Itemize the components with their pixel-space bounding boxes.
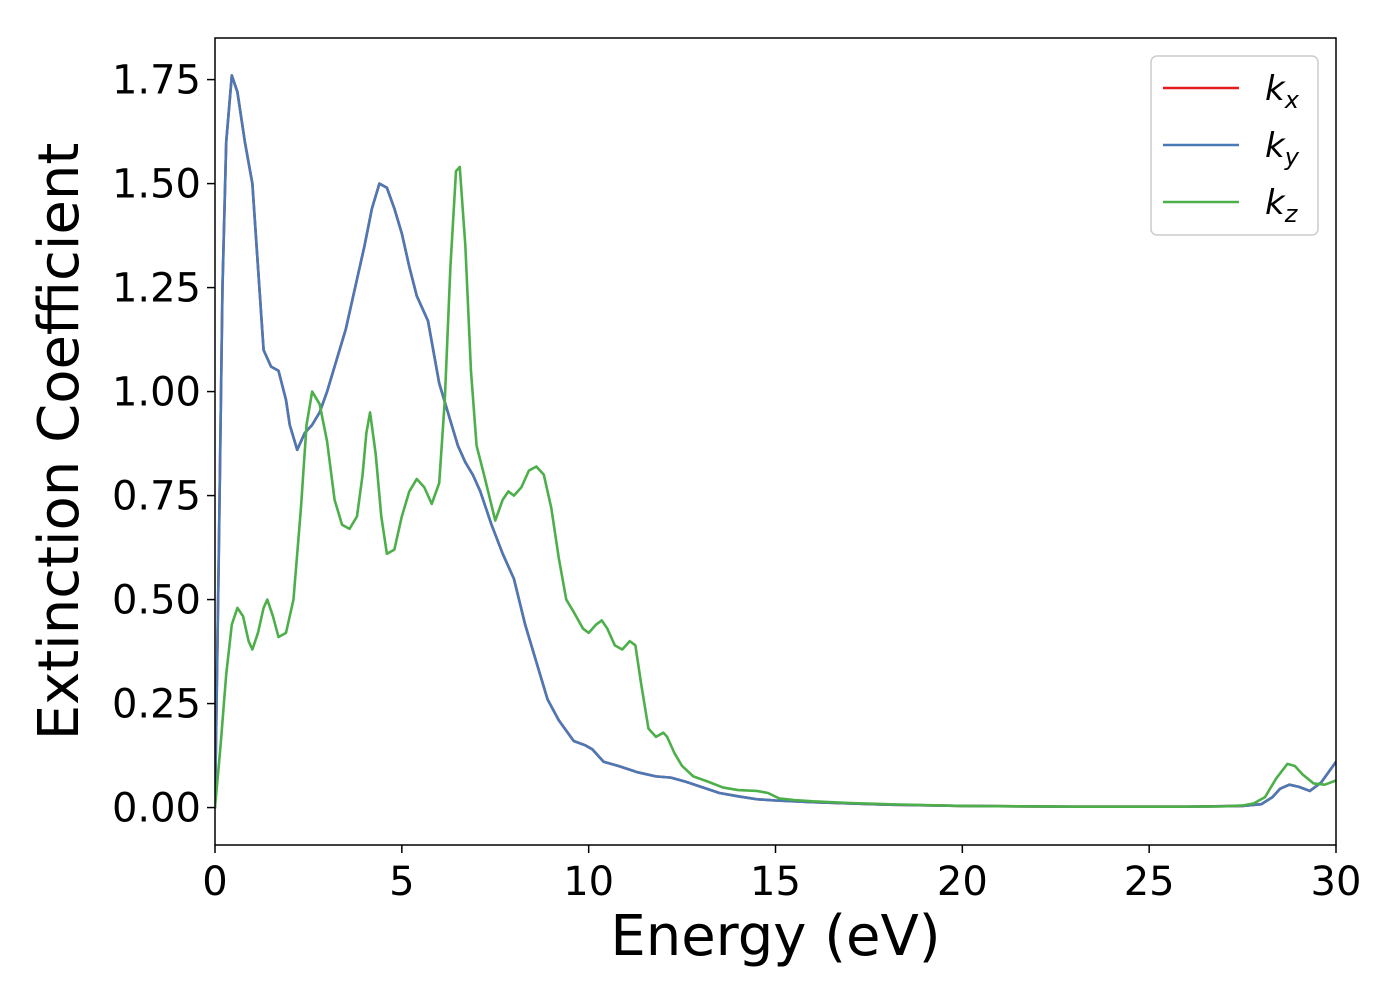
x-axis-title: Energy (eV): [610, 904, 940, 969]
y-tick-label: 1.25: [112, 266, 201, 312]
legend-label-ky: ky: [1265, 126, 1300, 171]
x-tick-label: 25: [1124, 859, 1175, 905]
y-tick-label: 1.00: [112, 370, 201, 416]
x-tick-label: 15: [750, 859, 801, 905]
y-axis-title: Extinction Coefficient: [27, 143, 92, 741]
legend-label-kx: kx: [1265, 69, 1300, 114]
y-tick-label: 0.00: [112, 786, 201, 832]
series-line-kz: [215, 165, 1336, 809]
legend: kx ky kz: [1150, 55, 1319, 236]
series-layer: [215, 74, 1336, 809]
x-tick-label: 0: [202, 859, 227, 905]
y-tick-label: 0.50: [112, 578, 201, 624]
legend-label-kz: kz: [1265, 183, 1299, 228]
y-tick-label: 0.25: [112, 682, 201, 728]
x-axis: 0 5 10 15 20 25 30: [202, 845, 1361, 905]
y-axis: 0.00 0.25 0.50 0.75 1.00 1.25 1.50 1.75: [112, 58, 215, 832]
y-tick-label: 1.75: [112, 58, 201, 104]
y-tick-label: 0.75: [112, 474, 201, 520]
y-tick-label: 1.50: [112, 162, 201, 208]
x-tick-label: 10: [563, 859, 614, 905]
x-tick-label: 20: [937, 859, 988, 905]
x-tick-label: 5: [389, 859, 414, 905]
x-tick-label: 30: [1311, 859, 1362, 905]
